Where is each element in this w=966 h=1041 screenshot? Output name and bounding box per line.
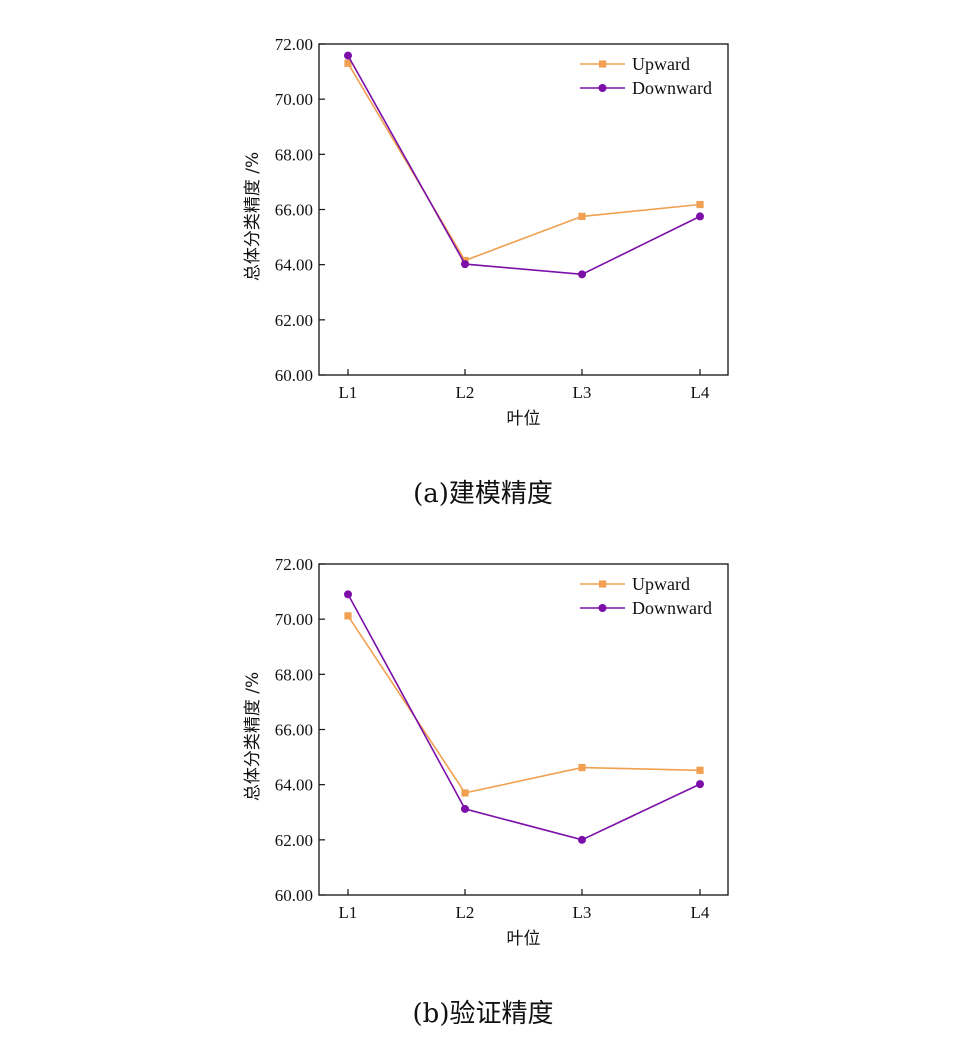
y-tick-label: 68.00 [275, 145, 313, 164]
y-tick-label: 66.00 [275, 201, 313, 220]
legend-marker-downward [598, 604, 607, 612]
legend-label-upward: Upward [632, 574, 690, 594]
x-tick-label: L4 [691, 383, 710, 402]
point-upward-L3 [578, 212, 586, 220]
figure-caption: (b)验证精度 [413, 999, 554, 1029]
y-tick-label: 64.00 [275, 256, 313, 275]
x-tick-label: L1 [339, 903, 358, 922]
x-tick-label: L4 [691, 903, 710, 922]
point-upward-L4 [696, 766, 704, 774]
legend-label-downward: Downward [632, 598, 712, 618]
point-downward-L2 [461, 260, 469, 269]
y-axis-title: 总体分类精度 /% [243, 152, 263, 281]
x-tick-label: L3 [573, 903, 592, 922]
y-tick-label: 60.00 [275, 886, 313, 905]
legend-label-upward: Upward [632, 54, 690, 74]
chart-b-svg: 60.00 62.00 64.00 66.00 68.00 70.00 72.00 L1 L2 L… [243, 555, 729, 1029]
series-line-upward [347, 62, 701, 262]
y-axis-title: 总体分类精度 /% [243, 672, 263, 801]
point-upward-L4 [696, 200, 704, 209]
x-tick-label: L3 [573, 383, 592, 402]
chart-a-svg: 60.00 62.00 64.00 66.00 68.00 70.00 72.00 L1 L2 L… [243, 35, 729, 509]
point-upward-L2 [461, 789, 469, 797]
legend-marker-upward [599, 580, 607, 588]
point-upward-L1 [344, 59, 352, 67]
y-tick-label: 72.00 [275, 555, 313, 574]
figure-caption: (a)建模精度 [413, 479, 553, 509]
y-tick-label: 70.00 [275, 610, 313, 629]
x-axis-title: 叶位 [507, 409, 541, 429]
legend-marker-upward [599, 60, 607, 68]
x-tick-label: L2 [456, 383, 475, 402]
legend-marker-downward [598, 84, 607, 92]
y-tick-label: 64.00 [275, 776, 313, 795]
y-tick-label: 68.00 [275, 665, 313, 684]
series-line-downward [347, 55, 701, 276]
point-downward-L4 [696, 780, 704, 789]
point-downward-L3 [578, 270, 586, 279]
y-tick-label: 66.00 [275, 721, 313, 740]
point-downward-L1 [344, 51, 352, 60]
chart-b: 60.00 62.00 64.00 66.00 68.00 70.00 72.00 L1 L2 L… [0, 520, 966, 1041]
point-downward-L4 [696, 212, 704, 221]
x-axis-title: 叶位 [507, 929, 541, 949]
x-tick-label: L1 [339, 383, 358, 402]
series-line-upward [347, 615, 701, 794]
point-upward-L3 [578, 763, 586, 772]
y-tick-label: 62.00 [275, 311, 313, 330]
y-tick-label: 62.00 [275, 831, 313, 850]
y-tick-label: 60.00 [275, 366, 313, 385]
chart-a: 60.00 62.00 64.00 66.00 68.00 70.00 72.00 L1 L2 L… [0, 0, 966, 520]
legend-label-downward: Downward [632, 78, 712, 98]
point-upward-L1 [344, 612, 352, 620]
point-downward-L3 [578, 835, 586, 844]
x-tick-label: L2 [456, 903, 475, 922]
y-tick-label: 70.00 [275, 90, 313, 109]
point-downward-L2 [461, 804, 469, 813]
y-tick-label: 72.00 [275, 35, 313, 54]
series-line-downward [347, 593, 701, 841]
point-downward-L1 [344, 590, 352, 599]
